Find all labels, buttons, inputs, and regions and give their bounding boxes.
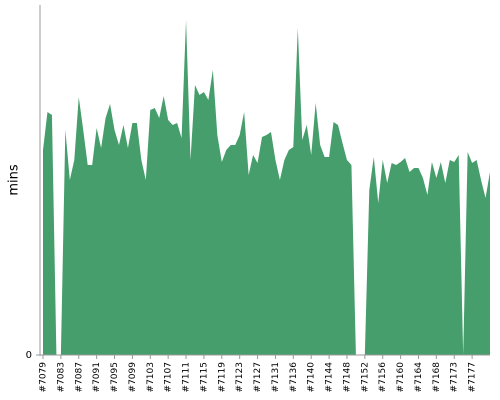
x-tick-label: #7091 — [92, 362, 102, 392]
x-tick-label: #7168 — [432, 362, 442, 393]
x-tick-label: #7140 — [307, 362, 317, 393]
x-tick-label: #7144 — [325, 362, 335, 393]
x-tick-label: #7115 — [199, 362, 209, 392]
y-tick-label: 0 — [26, 350, 32, 361]
x-tick-label: #7119 — [217, 362, 227, 393]
x-tick-label: #7095 — [110, 362, 120, 392]
x-tick-label: #7099 — [128, 362, 138, 393]
x-tick-label: #7173 — [450, 362, 460, 392]
x-tick-label: #7164 — [414, 362, 424, 393]
x-tick-label: #7111 — [182, 362, 192, 392]
x-tick-label: #7079 — [39, 362, 49, 393]
x-tick-label: #7127 — [253, 362, 263, 392]
x-tick-label: #7103 — [146, 362, 156, 392]
x-tick-label: #7136 — [289, 362, 299, 393]
x-tick-label: #7156 — [378, 362, 388, 393]
y-axis-label: mins — [7, 164, 22, 196]
x-tick-label: #7148 — [342, 362, 352, 393]
x-tick-label: #7107 — [164, 362, 174, 392]
x-tick-label: #7160 — [396, 362, 406, 393]
x-tick-label: #7123 — [235, 362, 245, 392]
x-tick-label: #7177 — [468, 362, 478, 392]
area — [43, 20, 490, 355]
x-tick-label: #7131 — [271, 362, 281, 392]
x-tick-label: #7087 — [74, 362, 84, 392]
x-tick-label: #7083 — [56, 362, 66, 392]
x-tick-label: #7152 — [360, 362, 370, 392]
